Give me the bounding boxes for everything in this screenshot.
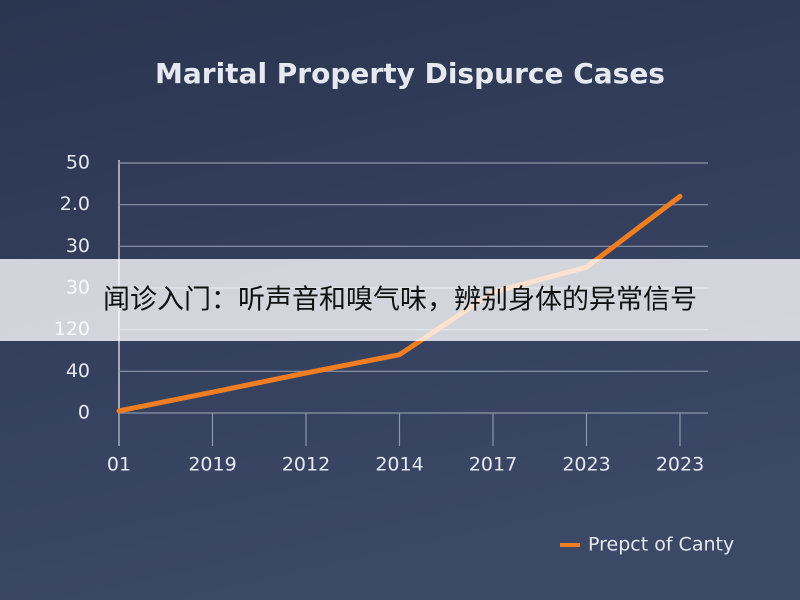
y-tick-label: 2.0	[60, 193, 90, 215]
y-tick-label: 0	[78, 402, 90, 424]
y-tick-label: 30	[66, 235, 90, 257]
banner-caption: 闻诊入门：听声音和嗅气味，辨别身体的异常信号	[103, 285, 697, 316]
x-tick-label: 2023	[562, 454, 610, 476]
x-tick-label: 2023	[656, 454, 704, 476]
banner-background	[0, 259, 800, 341]
x-tick-label: 2017	[469, 454, 517, 476]
y-tick-label: 50	[66, 152, 90, 174]
legend-label: Prepct of Canty	[588, 534, 734, 556]
x-tick-label: 01	[107, 454, 131, 476]
x-tick-label: 2014	[375, 454, 423, 476]
overlay-banner: 闻诊入门：听声音和嗅气味，辨别身体的异常信号	[0, 259, 800, 341]
x-tick-label: 2019	[188, 454, 236, 476]
x-tick-label: 2012	[282, 454, 330, 476]
chart-title: Marital Property Dispurce Cases	[155, 57, 665, 90]
y-tick-label: 40	[66, 360, 90, 382]
